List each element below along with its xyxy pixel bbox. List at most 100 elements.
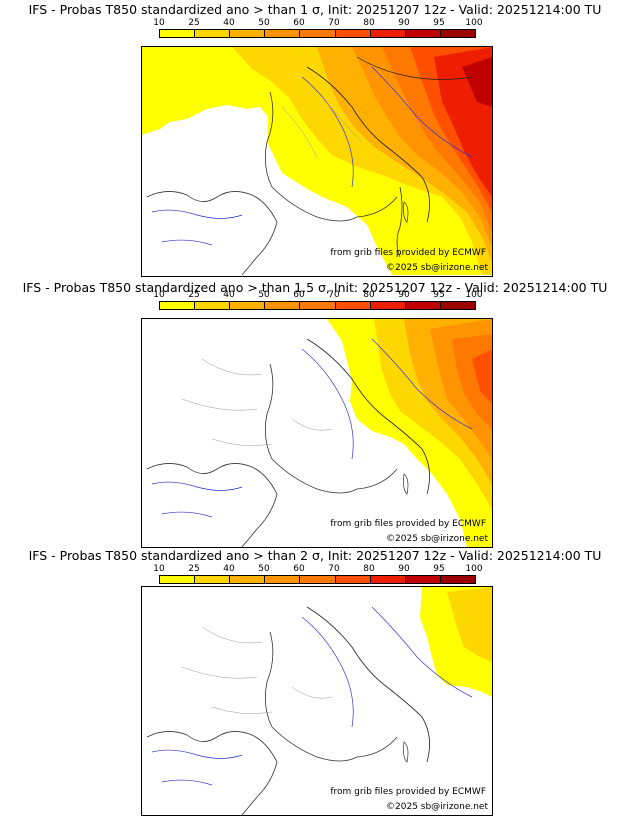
colorbar-swatch [300,30,336,37]
colorbar-swatch [195,302,231,309]
region-borders [181,358,333,446]
colorbar-swatch [160,302,196,309]
river [281,106,318,158]
colorbar-swatch [300,302,336,309]
river [301,348,354,460]
colorbar-swatch [370,302,406,309]
colorbar-label: 100 [465,564,483,574]
river [161,779,213,786]
colorbar-label: 10 [153,290,165,300]
coastline [146,463,278,547]
colorbar-label: 90 [398,564,410,574]
river [321,96,363,143]
colorbar-label: 40 [223,564,235,574]
colorbar-swatch [405,302,441,309]
sea-area [142,105,392,275]
map-frame: from grib files provided by ECMWF ©2025 … [141,586,493,816]
colorbar-swatch [370,576,406,583]
colorbar-label: 95 [433,564,445,574]
colorbar-label: 50 [258,18,270,28]
colorbar-swatch [265,576,301,583]
map-frame: from grib files provided by ECMWF ©2025 … [141,318,493,548]
colorbar-swatch [195,576,231,583]
river [371,66,473,158]
colorbar-swatch [335,302,371,309]
colorbar-label: 60 [293,290,305,300]
border [306,66,430,223]
colorbar-swatch [405,576,441,583]
map-panel-1: IFS - Probas T850 standardized ano > tha… [0,0,630,277]
colorbar-swatch [230,576,266,583]
colorbar-swatch [335,576,371,583]
colorbar-swatch [230,302,266,309]
colorbar-swatch [440,30,475,37]
colorbar-label: 60 [293,18,305,28]
colorbar-label: 80 [363,18,375,28]
colorbar-label: 95 [433,290,445,300]
colorbar-swatch [230,30,266,37]
probability-map [146,319,492,547]
map-frame: from grib files provided by ECMWF ©2025 … [141,46,493,277]
colorbar [159,301,476,310]
map-copyright: ©2025 sb@irizone.net [386,802,488,812]
colorbar-swatch [195,30,231,37]
colorbar-labels: 10 25 40 50 60 70 80 90 95 100 [153,290,482,300]
colorbar-swatch [300,576,336,583]
river [151,749,243,759]
colorbar-swatch [440,302,475,309]
river [371,606,473,698]
coastline [146,191,278,275]
colorbar-swatch [160,30,196,37]
colorbar-label: 10 [153,18,165,28]
river [151,481,243,491]
colorbar-label: 10 [153,564,165,574]
colorbar-swatch [335,30,371,37]
colorbar-label: 25 [188,564,200,574]
colorbar-label: 90 [398,290,410,300]
colorbar-swatch [370,30,406,37]
coastline [264,91,398,222]
border [306,606,430,763]
colorbar-label: 95 [433,18,445,28]
colorbar-label: 50 [258,290,270,300]
colorbar-label: 25 [188,18,200,28]
colorbar-label: 70 [328,290,340,300]
colorbar [159,29,476,38]
coastline [396,186,403,258]
coastline [264,363,398,494]
panel-title: IFS - Probas T850 standardized ano > tha… [28,2,602,17]
border [306,338,430,495]
colorbar-label: 70 [328,564,340,574]
panel-title: IFS - Probas T850 standardized ano > tha… [28,548,602,563]
border [356,56,473,80]
river [151,209,243,219]
prob-area-25 [447,587,492,662]
probability-map [142,47,492,275]
map-credit: from grib files provided by ECMWF [330,787,486,797]
map-panel-3: IFS - Probas T850 standardized ano > tha… [0,546,630,816]
region-borders [181,626,333,714]
island [403,473,409,495]
island [403,201,409,223]
colorbar-label: 80 [363,290,375,300]
river [301,76,354,188]
colorbar-label: 90 [398,18,410,28]
colorbar-label: 70 [328,18,340,28]
colorbar-swatch [265,30,301,37]
map-credit: from grib files provided by ECMWF [330,248,486,258]
colorbar-labels: 10 25 40 50 60 70 80 90 95 100 [153,18,482,28]
prob-area-90 [462,57,492,107]
colorbar-label: 80 [363,564,375,574]
colorbar-swatch [440,576,475,583]
colorbar-label: 100 [465,18,483,28]
map-credit: from grib files provided by ECMWF [330,519,486,529]
map-copyright: ©2025 sb@irizone.net [386,534,488,544]
map-panel-2: IFS - Probas T850 standardized ano > tha… [0,272,630,548]
coastline [264,631,398,762]
island [403,741,409,763]
colorbar-label: 60 [293,564,305,574]
colorbar-swatch [160,576,196,583]
colorbar-label: 100 [465,290,483,300]
colorbar [159,575,476,584]
colorbar-labels: 10 25 40 50 60 70 80 90 95 100 [153,564,482,574]
